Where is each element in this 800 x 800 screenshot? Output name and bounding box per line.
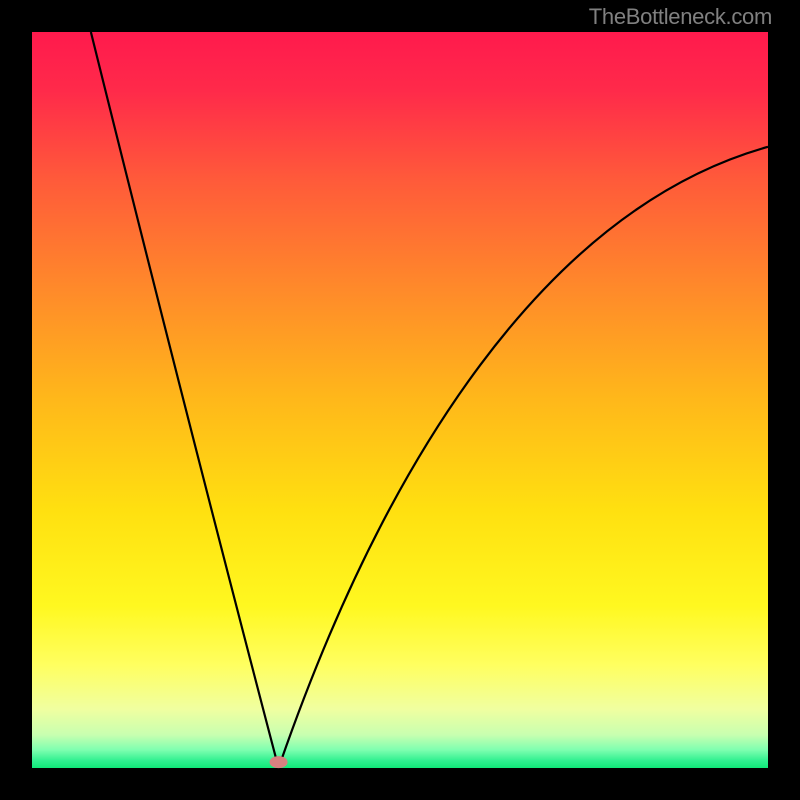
watermark-text: TheBottleneck.com: [589, 4, 772, 30]
chart-svg: [0, 0, 800, 800]
chart-frame: TheBottleneck.com: [0, 0, 800, 800]
vertex-marker: [270, 756, 288, 768]
plot-background: [32, 32, 768, 768]
